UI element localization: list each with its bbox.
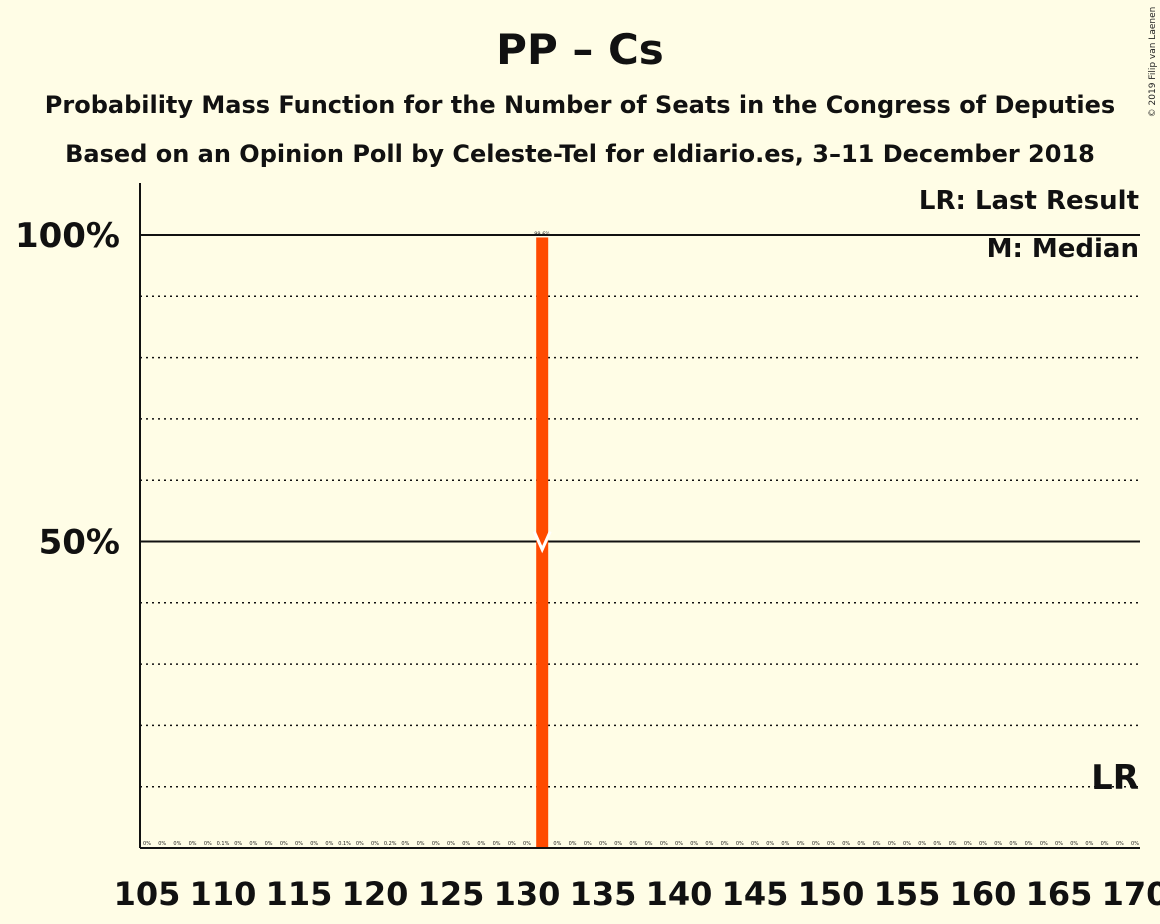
value-label: 0% [721,841,729,847]
x-tick-label: 130 [494,875,561,913]
value-label: 0% [173,841,181,847]
bars [532,237,552,848]
value-label: 0% [797,841,805,847]
x-tick-label: 140 [646,875,713,913]
value-label: 0% [1025,841,1033,847]
value-label: 0% [569,841,577,847]
value-label: 0% [189,841,197,847]
value-label: 0% [645,841,653,847]
value-label: 0% [933,841,941,847]
y-tick-label: 50% [39,523,120,563]
x-tick-label: 135 [570,875,637,913]
value-label: 0% [766,841,774,847]
y-axis-ticks: 100% 50% [15,216,120,563]
copyright-notice: © 2019 Filip van Laenen [1148,7,1158,118]
x-tick-label: 110 [190,875,257,913]
x-tick-label: 165 [1026,875,1093,913]
value-label: 0% [781,841,789,847]
value-label: 0% [1009,841,1017,847]
value-label: 0% [477,841,485,847]
value-label: 0% [888,841,896,847]
value-label: 0% [736,841,744,847]
value-label: 0% [1101,841,1109,847]
value-label: 0% [599,841,607,847]
value-label: 0% [325,841,333,847]
x-tick-label: 145 [722,875,789,913]
value-label: 0% [660,841,668,847]
value-label: 0% [204,841,212,847]
bar [536,237,549,848]
value-label: 0% [1055,841,1063,847]
x-tick-label: 150 [798,875,865,913]
value-label: 0% [249,841,257,847]
x-tick-label: 120 [342,875,409,913]
value-label: 99.6% [534,231,550,237]
value-label: 0% [371,841,379,847]
value-labels: 0% 0% 0% 0% 0% 0.1% 0% 0% 0% 0% 0% 0% 0% 0.1% 0% 0% 0.2%… [143,231,1139,847]
value-label: 0% [1116,841,1124,847]
value-label: 0% [143,841,151,847]
value-label: 0% [827,841,835,847]
grid-lines [140,234,1140,788]
value-label: 0% [979,841,987,847]
value-label: 0% [234,841,242,847]
y-tick-label: 100% [15,216,120,256]
value-label: 0% [584,841,592,847]
x-axis-ticks: 105 110 115 120 125 130 135 140 145 150 155 160 165 1… [114,875,1160,913]
chart-title: PP – Cs [496,25,664,74]
value-label: 0% [857,841,865,847]
median-marker [532,530,552,554]
value-label: 0% [690,841,698,847]
value-label: 0% [462,841,470,847]
value-label: 0% [493,841,501,847]
value-label: 0% [705,841,713,847]
value-label: 0% [280,841,288,847]
x-tick-label: 105 [114,875,181,913]
chart-subtitle-1: Probability Mass Function for the Number… [45,91,1115,119]
value-label: 0% [842,841,850,847]
value-label: 0% [356,841,364,847]
value-label: 0% [447,841,455,847]
x-tick-label: 160 [950,875,1017,913]
x-tick-label: 115 [266,875,333,913]
value-label: 0% [675,841,683,847]
value-label: 0% [949,841,957,847]
value-label: 0% [158,841,166,847]
value-label: 0% [417,841,425,847]
last-result-marker-label: LR [1091,758,1139,798]
value-label: 0.1% [338,841,351,847]
value-label: 0% [432,841,440,847]
value-label: 0% [1085,841,1093,847]
x-tick-label: 170 [1102,875,1160,913]
value-label: 0% [751,841,759,847]
value-label: 0% [523,841,531,847]
value-label: 0% [508,841,516,847]
value-label: 0% [903,841,911,847]
value-label: 0% [614,841,622,847]
value-label: 0% [295,841,303,847]
value-label: 0.1% [217,841,230,847]
value-label: 0% [265,841,273,847]
x-tick-label: 155 [874,875,941,913]
chart-subtitle-2: Based on an Opinion Poll by Celeste-Tel … [65,140,1095,168]
value-label: 0% [1070,841,1078,847]
value-label: 0% [964,841,972,847]
value-label: 0% [918,841,926,847]
legend-last-result: LR: Last Result [919,186,1139,216]
value-label: 0% [553,841,561,847]
value-label: 0% [401,841,409,847]
value-label: 0% [873,841,881,847]
value-label: 0% [1040,841,1048,847]
x-tick-label: 125 [418,875,485,913]
value-label: 0% [994,841,1002,847]
value-label: 0.2% [384,841,397,847]
value-label: 0% [1131,841,1139,847]
legend-median: M: Median [987,234,1139,264]
value-label: 0% [310,841,318,847]
value-label: 0% [812,841,820,847]
value-label: 0% [629,841,637,847]
